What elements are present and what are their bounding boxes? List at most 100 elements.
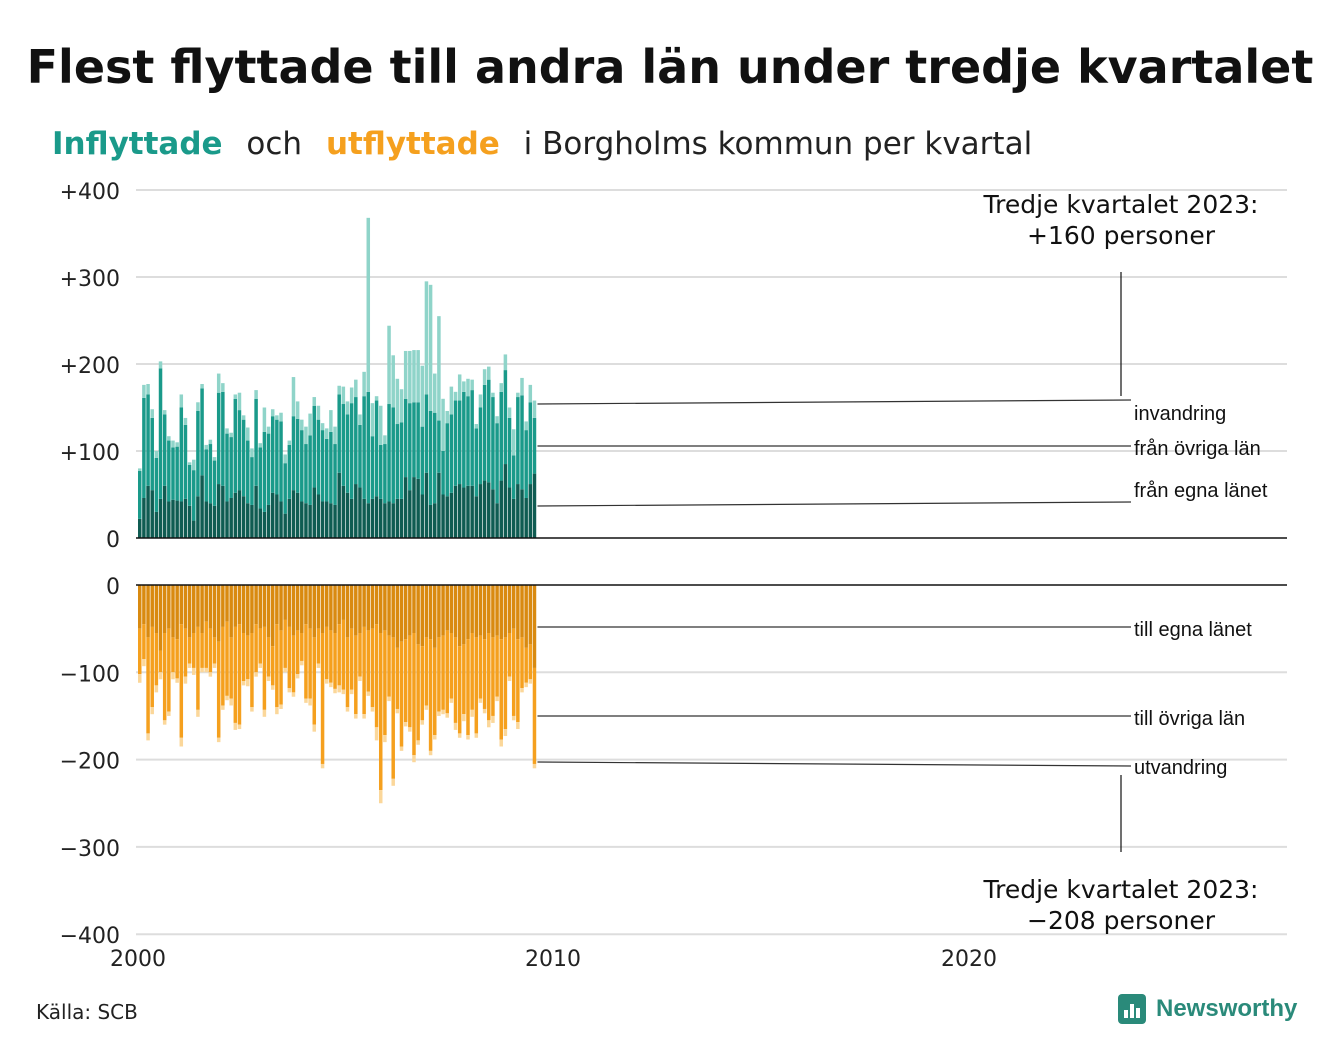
bar-in-1 (192, 470, 196, 521)
bar-in-1 (507, 417, 512, 488)
bar-in-1 (370, 436, 375, 499)
bar-out-1 (453, 637, 458, 723)
bar-in-2 (337, 385, 341, 395)
bar-in-1 (391, 407, 395, 504)
bar-in-2 (154, 451, 159, 458)
bar-in-2 (416, 350, 420, 403)
bar-out-1 (457, 646, 462, 734)
bar-out-1 (275, 624, 279, 708)
bar-out-0 (457, 585, 462, 647)
bar-in-0 (354, 484, 358, 538)
bar-in-0 (449, 492, 454, 538)
x-tick-label: 2000 (110, 947, 166, 972)
y-tick-label: 0 (106, 575, 120, 600)
bar-in-1 (499, 391, 503, 481)
bar-in-0 (408, 490, 412, 538)
bar-in-1 (221, 391, 225, 486)
bar-out-1 (192, 633, 196, 668)
bar-in-2 (254, 390, 258, 399)
bar-out-0 (474, 585, 479, 638)
bar-out-2 (162, 720, 167, 725)
bar-out-1 (175, 639, 179, 679)
bar-out-0 (491, 585, 495, 638)
bar-out-1 (246, 635, 250, 680)
brand-logo[interactable]: Newsworthy (1118, 994, 1297, 1024)
bar-out-2 (138, 674, 142, 683)
bar-in-2 (395, 378, 400, 425)
bar-out-1 (366, 630, 371, 692)
bar-out-1 (208, 628, 213, 673)
bar-out-2 (362, 714, 366, 719)
bar-out-0 (287, 585, 292, 627)
bar-in-1 (320, 430, 325, 502)
bar-out-2 (196, 709, 200, 717)
bar-in-1 (487, 379, 491, 483)
annotation-top-line1: Tredje kvartalet 2023: (983, 190, 1259, 219)
bar-in-2 (520, 377, 524, 396)
bar-out-0 (316, 585, 321, 629)
bar-in-2 (387, 325, 391, 405)
bar-in-1 (424, 394, 429, 473)
bar-in-2 (241, 415, 246, 420)
bar-in-0 (424, 472, 429, 538)
bar-in-2 (196, 402, 200, 411)
bar-in-2 (158, 361, 163, 369)
bar-out-1 (437, 637, 441, 712)
bar-out-2 (520, 688, 524, 693)
bar-out-0 (183, 585, 188, 629)
bar-out-1 (383, 630, 387, 736)
bar-out-2 (329, 682, 333, 688)
bar-out-0 (262, 585, 267, 627)
bar-in-1 (154, 457, 159, 512)
bar-in-1 (516, 397, 520, 485)
bar-in-1 (150, 417, 154, 491)
bar-in-1 (287, 444, 292, 499)
bar-in-0 (246, 503, 250, 538)
bar-in-1 (441, 451, 445, 495)
bar-in-0 (487, 482, 491, 538)
bar-out-2 (457, 733, 462, 738)
bar-in-1 (254, 398, 258, 486)
bar-out-1 (221, 626, 225, 706)
bar-out-0 (237, 585, 242, 625)
bar-out-0 (196, 585, 200, 627)
bar-in-0 (349, 498, 354, 538)
bar-in-1 (445, 423, 449, 497)
bar-out-1 (532, 667, 537, 764)
bar-in-1 (399, 422, 404, 499)
bar-in-0 (287, 498, 292, 538)
bar-in-0 (516, 484, 520, 538)
bar-out-2 (221, 705, 225, 710)
bar-in-1 (158, 368, 163, 499)
bar-in-1 (312, 405, 317, 488)
bar-in-0 (470, 485, 474, 538)
bar-in-0 (441, 494, 445, 538)
bar-in-2 (316, 405, 321, 420)
bar-in-2 (237, 392, 242, 411)
bar-out-1 (196, 626, 200, 710)
bar-out-0 (225, 585, 229, 622)
bar-in-2 (320, 423, 325, 431)
bar-in-2 (308, 413, 312, 436)
bar-out-1 (324, 626, 329, 680)
bar-in-1 (229, 437, 233, 498)
bar-out-0 (370, 585, 375, 629)
bar-in-2 (428, 284, 433, 411)
bar-in-1 (383, 444, 387, 504)
bar-in-2 (532, 400, 537, 418)
bar-in-2 (291, 377, 296, 417)
x-tick-label: 2020 (941, 947, 997, 972)
bar-in-0 (175, 500, 179, 538)
bar-in-2 (295, 401, 300, 419)
bar-out-2 (312, 724, 317, 732)
bar-in-1 (329, 431, 333, 504)
bar-in-1 (528, 402, 533, 485)
bar-out-1 (337, 624, 341, 686)
bar-out-0 (424, 585, 429, 638)
gridlines (136, 189, 1287, 936)
bar-in-0 (162, 485, 167, 538)
bar-in-1 (403, 398, 408, 478)
bar-out-1 (150, 626, 154, 708)
bar-in-2 (171, 440, 175, 448)
bar-in-0 (304, 503, 308, 538)
